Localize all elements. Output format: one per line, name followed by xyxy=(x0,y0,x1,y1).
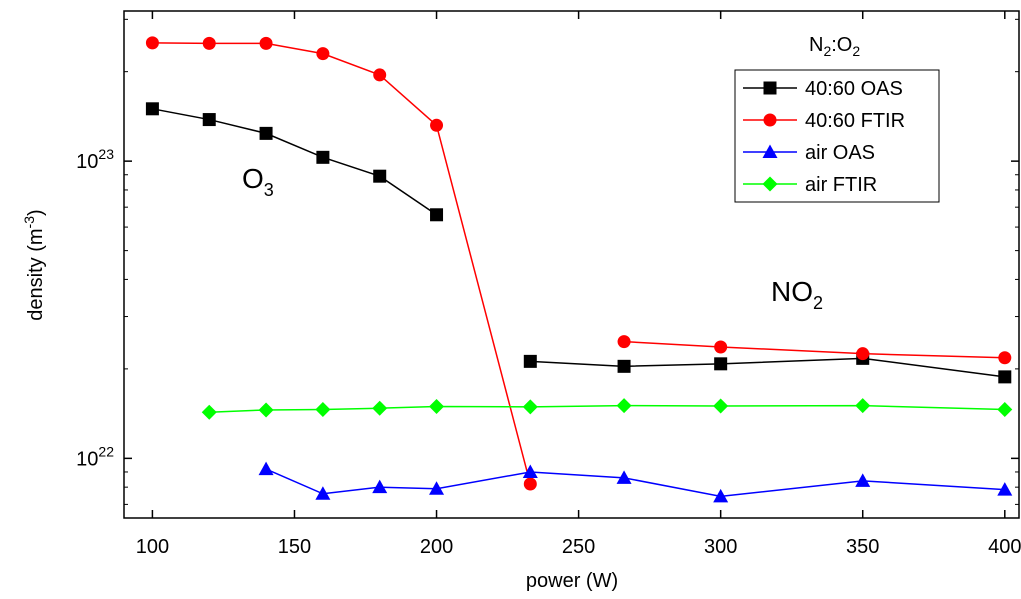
data-point-air-oas xyxy=(855,473,871,487)
y-axis-label-exponent: -3 xyxy=(21,216,37,229)
data-point-40-60-oas xyxy=(523,354,537,368)
x-tick-label: 400 xyxy=(988,536,1021,558)
data-point-40-60-ftir xyxy=(202,36,216,50)
legend-title: N2:O2 xyxy=(809,34,860,59)
data-point-40-60-oas xyxy=(998,370,1012,384)
data-point-40-60-ftir xyxy=(523,477,537,491)
x-tick-label: 300 xyxy=(704,536,737,558)
y-tick-label: 1022 xyxy=(76,443,114,470)
x-tick-label: 200 xyxy=(420,536,453,558)
legend-marker-40-60-ftir xyxy=(763,113,777,127)
legend-title-colon: :O xyxy=(831,34,852,56)
legend-entry-air-oas: air OAS xyxy=(743,142,875,164)
x-tick-label: 150 xyxy=(278,536,311,558)
data-point-40-60-ftir xyxy=(856,347,870,361)
x-tick-label: 350 xyxy=(846,536,879,558)
data-point-40-60-oas xyxy=(617,359,631,373)
data-point-air-ftir xyxy=(315,402,331,418)
data-point-air-oas xyxy=(258,461,274,476)
legend-title-n: N xyxy=(809,34,823,56)
x-tick-label: 250 xyxy=(562,536,595,558)
x-axis-label: power (W) xyxy=(526,570,618,592)
y-axis-label-close: ) xyxy=(25,209,47,216)
legend-label-40-60-oas: 40:60 OAS xyxy=(805,78,903,100)
legend-title-n-sub: 2 xyxy=(823,43,831,59)
axis-ticks: 100 150 200 250 300 350 400 1022 1023 xyxy=(76,11,1021,558)
legend-label-40-60-ftir: 40:60 FTIR xyxy=(805,110,905,132)
data-point-40-60-oas xyxy=(202,113,216,127)
data-point-air-oas xyxy=(997,482,1013,496)
legend-entry-40-60-ftir: 40:60 FTIR xyxy=(743,110,905,132)
legend-items: 40:60 OAS 40:60 FTIR air OAS air FTIR xyxy=(743,78,905,196)
data-point-40-60-ftir xyxy=(617,335,631,349)
legend-label-air-oas: air OAS xyxy=(805,142,875,164)
data-point-40-60-oas xyxy=(259,126,273,140)
series-line-air-ftir xyxy=(209,404,1005,413)
series-layer xyxy=(145,36,1013,503)
series-line-40-60-oas xyxy=(530,357,1005,378)
data-point-air-ftir xyxy=(258,402,274,418)
data-point-40-60-oas xyxy=(145,102,159,116)
data-point-40-60-ftir xyxy=(998,351,1012,365)
annotation-no2-base: NO xyxy=(771,276,813,307)
plot-frame xyxy=(123,10,1020,519)
legend-marker-air-ftir xyxy=(762,176,778,192)
data-point-40-60-oas xyxy=(714,357,728,371)
data-point-air-oas xyxy=(616,470,632,484)
y-tick-label: 1023 xyxy=(76,146,114,173)
data-point-40-60-ftir xyxy=(714,340,728,354)
legend-entry-40-60-oas: 40:60 OAS xyxy=(743,78,903,100)
annotation-no2-sub: 2 xyxy=(813,293,823,313)
data-point-air-ftir xyxy=(713,398,729,414)
data-point-air-ftir xyxy=(429,398,445,414)
data-point-air-ftir xyxy=(372,400,388,416)
y-axis-label: density (m-3) xyxy=(21,209,47,320)
data-point-air-oas xyxy=(522,464,538,478)
data-point-air-oas xyxy=(429,481,445,495)
annotation-o3-sub: 3 xyxy=(264,180,274,200)
series-40-60-oas xyxy=(145,102,1012,384)
series-line-40-60-ftir xyxy=(624,340,1005,359)
series-air-oas xyxy=(258,461,1013,503)
annotation-o3-base: O xyxy=(242,163,264,194)
data-point-air-ftir xyxy=(855,398,871,414)
series-air-ftir xyxy=(201,398,1013,420)
series-40-60-ftir xyxy=(145,36,1012,491)
data-point-40-60-oas xyxy=(430,208,444,222)
x-tick-label: 100 xyxy=(136,536,169,558)
data-point-40-60-ftir xyxy=(259,36,273,50)
legend-marker-40-60-oas xyxy=(763,81,777,95)
data-point-air-ftir xyxy=(201,404,217,420)
legend-entry-air-ftir: air FTIR xyxy=(743,174,877,196)
data-point-air-ftir xyxy=(616,398,632,414)
data-point-40-60-ftir xyxy=(373,68,387,82)
data-point-air-oas xyxy=(713,488,729,503)
data-point-40-60-ftir xyxy=(316,47,330,61)
data-point-air-ftir xyxy=(522,399,538,415)
annotation-o3: O3 xyxy=(242,163,274,200)
data-point-40-60-ftir xyxy=(145,36,159,50)
data-point-air-oas xyxy=(372,479,388,494)
legend-marker-air-oas xyxy=(762,144,778,158)
data-point-40-60-oas xyxy=(373,169,387,183)
legend-title-o-sub: 2 xyxy=(852,43,860,59)
data-point-40-60-oas xyxy=(316,150,330,164)
series-line-40-60-oas xyxy=(152,108,437,216)
legend-label-air-ftir: air FTIR xyxy=(805,174,877,196)
data-point-air-ftir xyxy=(997,402,1013,418)
y-axis-label-base: density (m xyxy=(25,228,47,320)
data-point-air-oas xyxy=(315,486,331,500)
data-point-40-60-ftir xyxy=(430,118,444,132)
annotation-no2: NO2 xyxy=(771,276,823,313)
